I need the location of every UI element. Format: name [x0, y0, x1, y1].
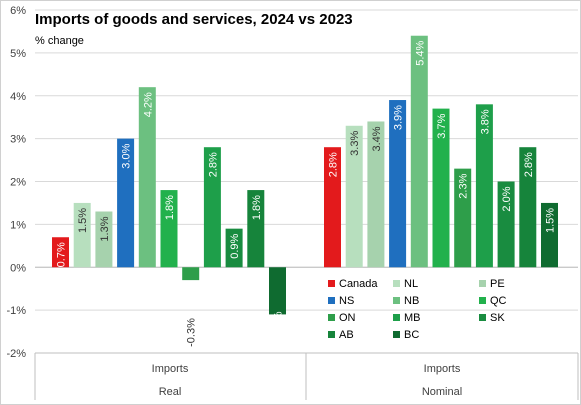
- bar-real-mb: [203, 147, 221, 268]
- legend-swatch-ab: [328, 331, 335, 338]
- bar-real-sk: [225, 228, 243, 268]
- bar-real-ns: [117, 138, 135, 268]
- data-label: 1.3%: [99, 216, 111, 241]
- bar-real-bc: [269, 267, 286, 315]
- legend-label-mb: MB: [404, 312, 421, 324]
- y-tick-label: 1%: [10, 219, 26, 231]
- chart-title: Imports of goods and services, 2024 vs 2…: [35, 11, 353, 28]
- y-axis-ticks: -2% -1% 0% 1% 2% 3% 4% 5% 6%: [6, 5, 26, 360]
- data-label: 2.8%: [207, 152, 219, 177]
- data-label: 3.4%: [371, 126, 383, 151]
- bar-nominal-nl: [345, 125, 363, 268]
- group-label: Real: [159, 386, 182, 398]
- data-label: -1.1%: [273, 311, 285, 340]
- data-label: 3.0%: [121, 143, 133, 168]
- bar-real-canada: [52, 237, 69, 268]
- bar-nominal-on: [454, 168, 472, 268]
- legend-label-canada: Canada: [339, 278, 378, 290]
- category-label: Imports: [424, 363, 461, 375]
- data-label: 1.8%: [164, 195, 176, 220]
- y-tick-label: -2%: [6, 348, 26, 360]
- bar-nominal-sk: [497, 181, 515, 268]
- data-label: 1.5%: [77, 208, 89, 233]
- legend-swatch-sk: [479, 314, 486, 321]
- data-label: 0.7%: [56, 242, 68, 267]
- y-tick-label: 3%: [10, 134, 26, 146]
- legend-label-sk: SK: [490, 312, 505, 324]
- legend-label-bc: BC: [404, 329, 419, 341]
- y-tick-label: 0%: [10, 262, 26, 274]
- legend-swatch-ns: [328, 297, 335, 304]
- data-label: 5.4%: [414, 41, 426, 66]
- category-label: Imports: [152, 363, 189, 375]
- data-labels: 0.7% 1.5% 1.3% 3.0% 4.2% 1.8% -0.3% 2.8% 0.9% 1.8…: [56, 41, 557, 347]
- bars: [52, 35, 558, 315]
- legend-swatch-mb: [393, 314, 400, 321]
- data-label: 3.7%: [436, 113, 448, 138]
- bar-real-pe: [95, 211, 113, 268]
- data-label: 2.0%: [501, 186, 513, 211]
- bar-nominal-nb: [410, 35, 428, 268]
- bar-nominal-qc: [432, 108, 450, 268]
- bar-nominal-mb: [475, 104, 493, 268]
- legend: Canada NL PE NS NB QC ON MB SK AB BC: [328, 278, 507, 341]
- bar-real-nb: [138, 87, 156, 268]
- data-label: 1.5%: [545, 208, 557, 233]
- data-label: 1.8%: [251, 195, 263, 220]
- legend-label-ns: NS: [339, 295, 354, 307]
- legend-label-on: ON: [339, 312, 356, 324]
- legend-swatch-canada: [328, 280, 335, 287]
- bar-real-nl: [73, 202, 91, 268]
- legend-label-nb: NB: [404, 295, 419, 307]
- data-label: 0.9%: [229, 233, 241, 258]
- bar-nominal-pe: [367, 121, 385, 268]
- legend-label-qc: QC: [490, 295, 507, 307]
- legend-label-ab: AB: [339, 329, 354, 341]
- bar-nominal-ab: [519, 147, 537, 268]
- data-label: 2.8%: [328, 152, 340, 177]
- y-tick-label: 4%: [10, 91, 26, 103]
- legend-swatch-qc: [479, 297, 486, 304]
- y-tick-label: 6%: [10, 5, 26, 17]
- bar-real-qc: [160, 190, 178, 268]
- data-label: 2.8%: [523, 152, 535, 177]
- bar-nominal-bc: [541, 202, 558, 268]
- chart-subtitle: % change: [35, 35, 84, 47]
- y-tick-label: 5%: [10, 48, 26, 60]
- legend-swatch-pe: [479, 280, 486, 287]
- y-tick-label: -1%: [6, 305, 26, 317]
- group-label: Nominal: [422, 386, 462, 398]
- bar-nominal-canada: [324, 147, 341, 268]
- data-label: 3.3%: [349, 131, 361, 156]
- legend-label-pe: PE: [490, 278, 505, 290]
- data-label: 4.2%: [142, 92, 154, 117]
- y-tick-label: 2%: [10, 177, 26, 189]
- data-label: -0.3%: [186, 318, 198, 347]
- data-label: 3.8%: [479, 109, 491, 134]
- bar-nominal-ns: [389, 100, 407, 268]
- legend-swatch-bc: [393, 331, 400, 338]
- data-label: 3.9%: [393, 105, 405, 130]
- legend-label-nl: NL: [404, 278, 418, 290]
- data-label: 2.3%: [458, 173, 470, 198]
- legend-swatch-on: [328, 314, 335, 321]
- legend-swatch-nb: [393, 297, 400, 304]
- category-axis: Imports Real Imports Nominal: [34, 352, 579, 400]
- legend-swatch-nl: [393, 280, 400, 287]
- bar-real-on: [182, 267, 200, 281]
- bar-real-ab: [247, 190, 265, 268]
